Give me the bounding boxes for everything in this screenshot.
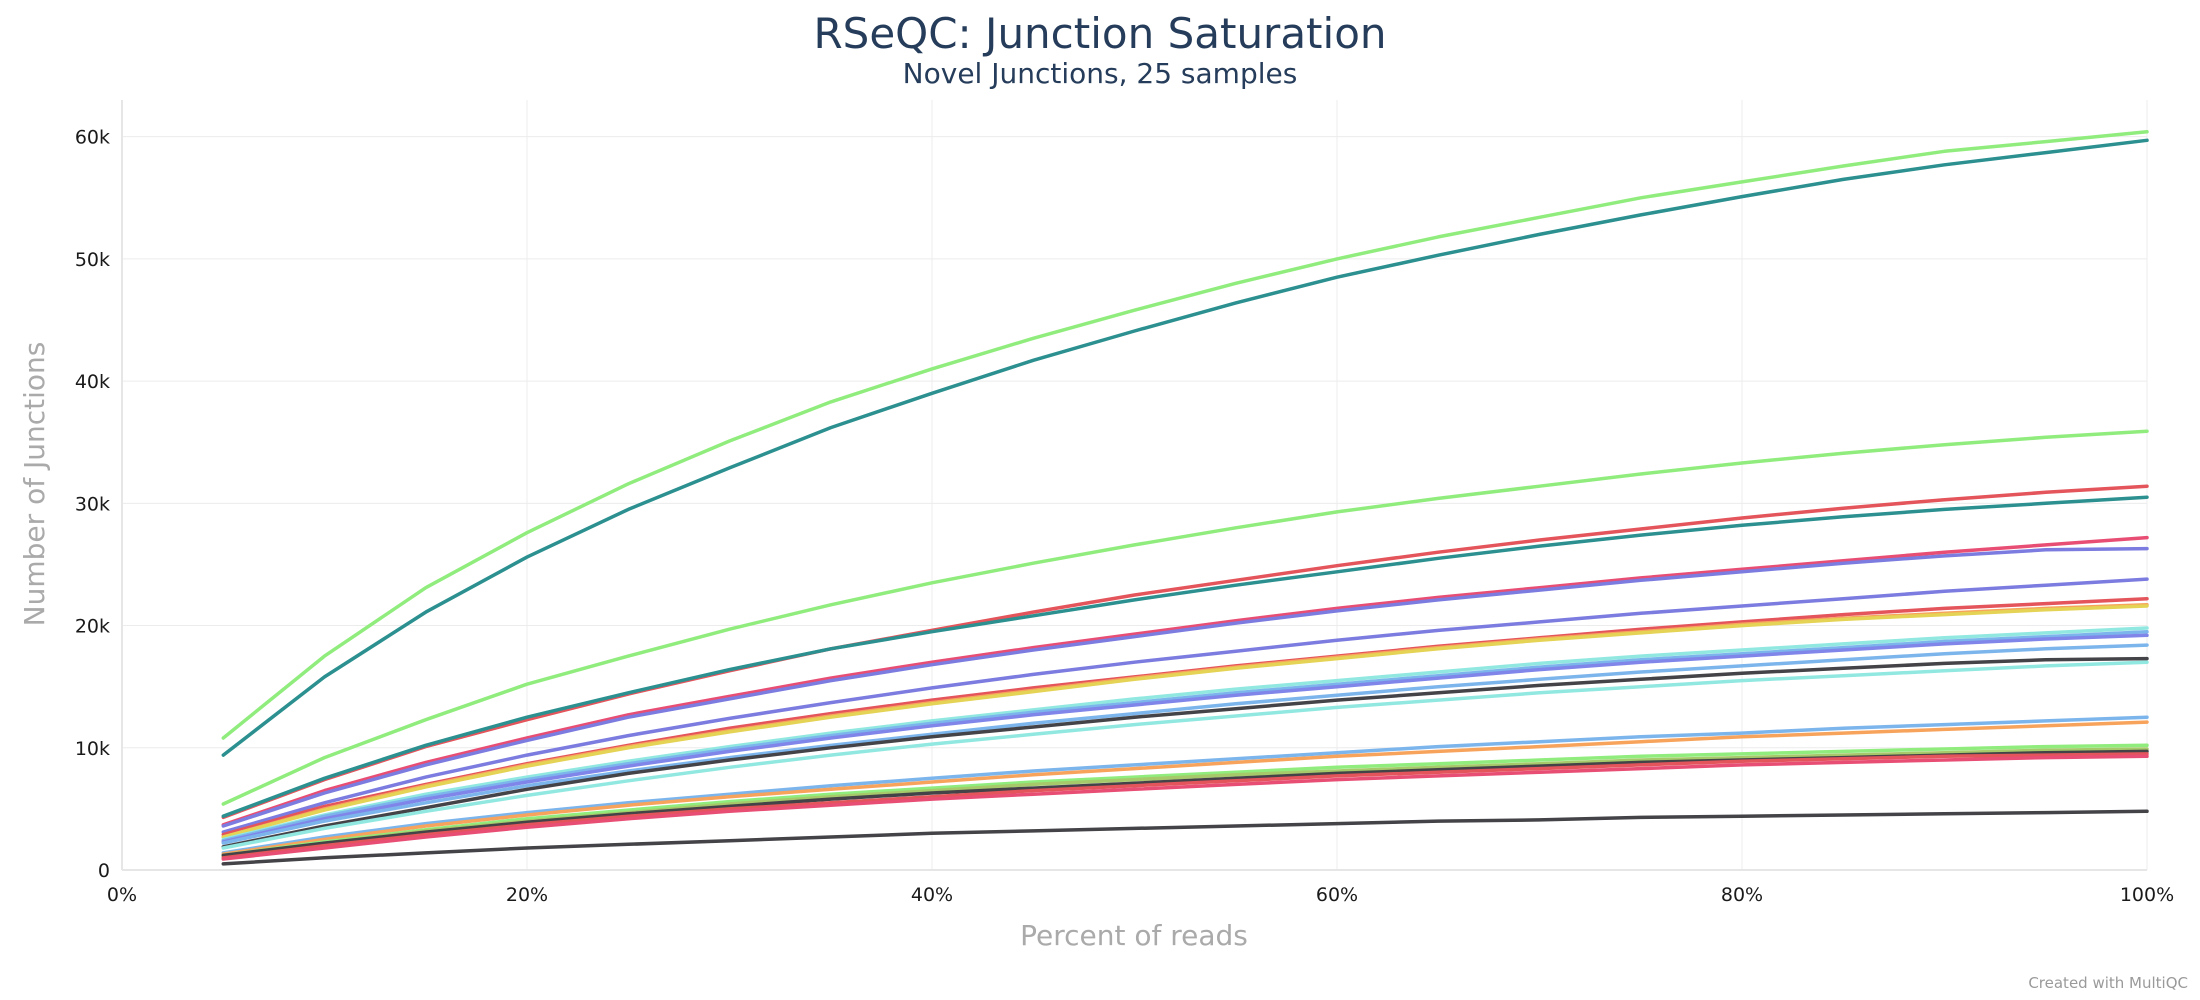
series-line-17[interactable]	[221, 660, 2149, 850]
y-axis-title: Number of Junctions	[18, 342, 51, 627]
chart-subtitle: Novel Junctions, 25 samples	[903, 57, 1298, 90]
x-tick-label: 100%	[2120, 884, 2174, 906]
series-line-23[interactable]	[221, 752, 2149, 860]
series-line-25[interactable]	[221, 809, 2149, 866]
series-line-18[interactable]	[221, 715, 2149, 855]
series-line-1[interactable]	[221, 130, 2149, 740]
series-line-24[interactable]	[221, 754, 2149, 861]
series-line-12[interactable]	[221, 626, 2149, 842]
x-tick-label: 20%	[506, 884, 548, 906]
y-tick-label: 60k	[75, 127, 110, 149]
series-line-19[interactable]	[221, 720, 2149, 856]
y-tick-label: 20k	[75, 616, 110, 638]
series-line-14[interactable]	[221, 633, 2149, 844]
series-line-16[interactable]	[221, 656, 2149, 849]
y-tick-label: 50k	[75, 249, 110, 271]
x-tick-label: 0%	[107, 884, 137, 906]
x-tick-labels: 0% 20% 40% 60% 80% 100%	[107, 884, 2174, 906]
axes	[121, 100, 2147, 871]
y-tick-label: 10k	[75, 738, 110, 760]
series-line-15[interactable]	[221, 643, 2149, 845]
x-tick-label: 60%	[1316, 884, 1358, 906]
y-tick-label: 0	[98, 860, 110, 882]
series-line-3[interactable]	[221, 429, 2149, 806]
series-line-8[interactable]	[221, 577, 2149, 834]
series-line-2[interactable]	[221, 138, 2149, 757]
x-axis-title: Percent of reads	[1020, 919, 1248, 952]
series-line-5[interactable]	[221, 495, 2149, 818]
series-line-20[interactable]	[221, 743, 2149, 858]
y-tick-labels: 0 10k 20k 30k 40k 50k 60k	[75, 127, 110, 882]
credit-text: Created with MultiQC	[2028, 974, 2188, 992]
y-tick-label: 40k	[75, 371, 110, 393]
series-line-7[interactable]	[221, 546, 2149, 828]
x-tick-label: 40%	[911, 884, 953, 906]
series-line-13[interactable]	[221, 629, 2149, 843]
chart-title: RSeQC: Junction Saturation	[813, 9, 1386, 58]
series-group	[221, 130, 2149, 866]
series-line-6[interactable]	[221, 535, 2149, 827]
y-tick-label: 30k	[75, 493, 110, 515]
series-line-4[interactable]	[221, 484, 2149, 820]
series-line-11[interactable]	[221, 604, 2149, 839]
x-tick-label: 80%	[1721, 884, 1763, 906]
